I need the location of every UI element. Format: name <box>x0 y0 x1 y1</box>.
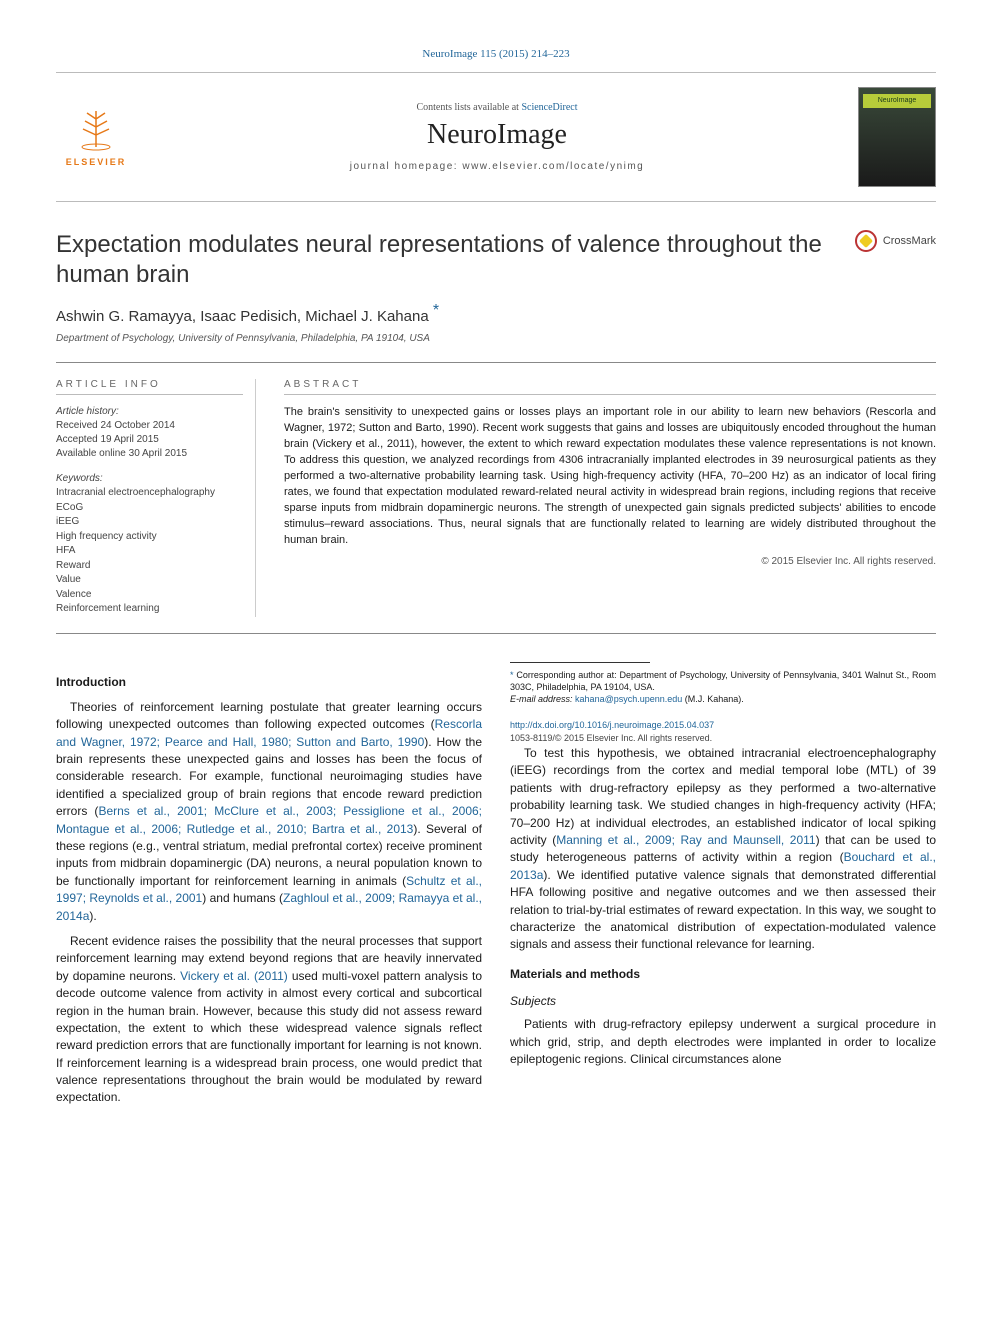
affiliation: Department of Psychology, University of … <box>56 333 936 344</box>
body-paragraph: Recent evidence raises the possibility t… <box>56 933 482 1107</box>
crossmark-label: CrossMark <box>883 235 936 247</box>
footnote-text: Corresponding author at: Department of P… <box>510 670 936 692</box>
email-label: E-mail address: <box>510 694 573 704</box>
citation-link[interactable]: Manning et al., 2009; Ray and Maunsell, … <box>556 833 815 847</box>
history-item: Accepted 19 April 2015 <box>56 433 243 447</box>
body-paragraph: To test this hypothesis, we obtained int… <box>510 745 936 954</box>
doi-block: http://dx.doi.org/10.1016/j.neuroimage.2… <box>510 719 936 745</box>
keyword: Intracranial electroencephalography <box>56 486 243 501</box>
keyword: Value <box>56 573 243 588</box>
sciencedirect-link[interactable]: ScienceDirect <box>521 102 577 113</box>
authors-names: Ashwin G. Ramayya, Isaac Pedisich, Micha… <box>56 308 429 325</box>
history-item: Available online 30 April 2015 <box>56 447 243 461</box>
keyword: ECoG <box>56 501 243 516</box>
issn-copyright: 1053-8119/© 2015 Elsevier Inc. All right… <box>510 733 712 743</box>
footnote-separator <box>510 662 650 663</box>
email-link[interactable]: kahana@psych.upenn.edu <box>575 694 682 704</box>
history-item: Received 24 October 2014 <box>56 419 243 433</box>
abstract-text: The brain's sensitivity to unexpected ga… <box>284 405 936 548</box>
body-text: ). <box>89 909 96 923</box>
article-info-heading: ARTICLE INFO <box>56 379 243 395</box>
keyword: iEEG <box>56 515 243 530</box>
body-text: ). We identified putative valence signal… <box>510 868 936 952</box>
keyword: High frequency activity <box>56 530 243 545</box>
article-body: Introduction Theories of reinforcement l… <box>56 662 936 1107</box>
body-text: ) and humans ( <box>202 891 283 905</box>
journal-name: NeuroImage <box>136 119 858 151</box>
citation-link[interactable]: Vickery et al. (2011) <box>180 969 288 983</box>
abstract: ABSTRACT The brain's sensitivity to unex… <box>284 379 936 617</box>
corresponding-asterisk[interactable]: * <box>433 302 439 319</box>
keyword: Reward <box>56 559 243 574</box>
abstract-heading: ABSTRACT <box>284 379 936 395</box>
crossmark-icon <box>855 230 877 252</box>
header-center: Contents lists available at ScienceDirec… <box>136 102 858 172</box>
corresponding-footnote: * Corresponding author at: Department of… <box>510 669 936 693</box>
email-who: (M.J. Kahana). <box>685 694 744 704</box>
email-footnote: E-mail address: kahana@psych.upenn.edu (… <box>510 693 936 705</box>
title-row: Expectation modulates neural representat… <box>56 230 936 290</box>
crossmark-badge[interactable]: CrossMark <box>855 230 936 252</box>
body-text: To test this hypothesis, we obtained int… <box>510 746 936 847</box>
journal-header: ELSEVIER Contents lists available at Sci… <box>56 72 936 202</box>
journal-reference: NeuroImage 115 (2015) 214–223 <box>56 48 936 60</box>
body-text: used multi-voxel pattern analysis to dec… <box>56 969 482 1105</box>
journal-homepage: journal homepage: www.elsevier.com/locat… <box>136 161 858 172</box>
cover-badge: NeuroImage <box>863 94 931 108</box>
body-paragraph: Patients with drug-refractory epilepsy u… <box>510 1016 936 1068</box>
homepage-prefix: journal homepage: <box>350 161 463 172</box>
contents-line: Contents lists available at ScienceDirec… <box>136 102 858 113</box>
publisher-logo[interactable]: ELSEVIER <box>56 97 136 177</box>
article-title: Expectation modulates neural representat… <box>56 230 839 290</box>
keywords-block: Keywords: Intracranial electroencephalog… <box>56 473 243 617</box>
keyword: Valence <box>56 588 243 603</box>
body-text: Theories of reinforcement learning postu… <box>56 700 482 731</box>
elsevier-tree-icon <box>73 107 119 153</box>
subsection-heading-subjects: Subjects <box>510 993 936 1010</box>
journal-cover-thumb[interactable]: NeuroImage <box>858 87 936 187</box>
history-label: Article history: <box>56 405 243 419</box>
article-history: Article history: Received 24 October 201… <box>56 405 243 461</box>
keyword: HFA <box>56 544 243 559</box>
section-heading-materials-methods: Materials and methods <box>510 966 936 983</box>
contents-prefix: Contents lists available at <box>416 102 521 113</box>
left-col-footer: * Corresponding author at: Department of… <box>510 662 936 746</box>
keywords-label: Keywords: <box>56 473 243 484</box>
article-info: ARTICLE INFO Article history: Received 2… <box>56 379 256 617</box>
footnotes: * Corresponding author at: Department of… <box>510 669 936 705</box>
doi-link[interactable]: http://dx.doi.org/10.1016/j.neuroimage.2… <box>510 720 714 730</box>
homepage-url[interactable]: www.elsevier.com/locate/ynimg <box>462 161 644 172</box>
publisher-name: ELSEVIER <box>66 157 127 167</box>
abstract-copyright: © 2015 Elsevier Inc. All rights reserved… <box>284 556 936 567</box>
info-abstract-block: ARTICLE INFO Article history: Received 2… <box>56 362 936 634</box>
body-paragraph: Theories of reinforcement learning postu… <box>56 699 482 925</box>
keyword: Reinforcement learning <box>56 602 243 617</box>
journal-reference-link[interactable]: NeuroImage 115 (2015) 214–223 <box>422 48 569 60</box>
authors-line: Ashwin G. Ramayya, Isaac Pedisich, Micha… <box>56 302 936 325</box>
section-heading-introduction: Introduction <box>56 674 482 691</box>
